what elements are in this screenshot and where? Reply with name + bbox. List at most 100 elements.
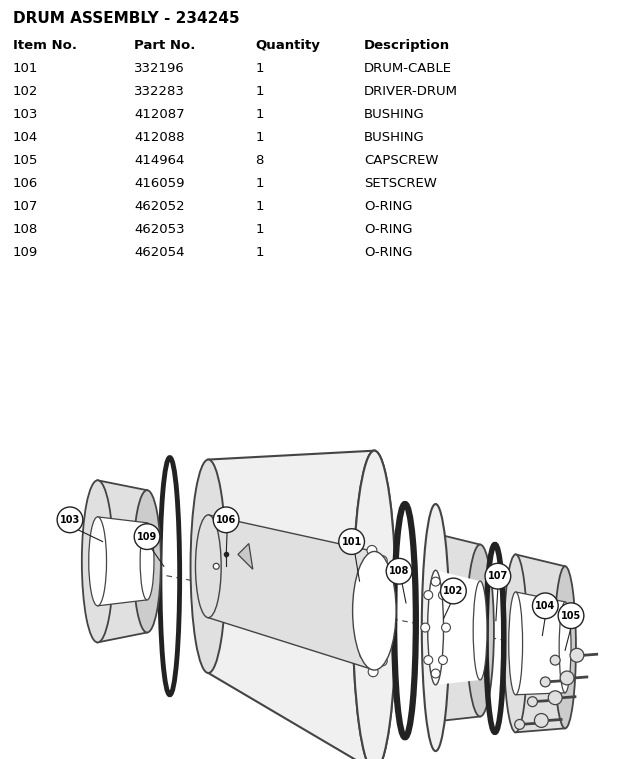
Circle shape [378,656,387,666]
Text: 106: 106 [13,177,38,190]
Ellipse shape [89,517,107,606]
Circle shape [442,623,450,632]
Circle shape [440,578,466,604]
Circle shape [548,691,562,704]
Circle shape [431,577,440,586]
Polygon shape [208,515,374,670]
Polygon shape [98,517,147,606]
Circle shape [424,591,433,600]
Text: 102: 102 [443,586,463,596]
Circle shape [532,593,558,619]
Text: 462053: 462053 [134,222,185,236]
Text: BUSHING: BUSHING [364,108,425,121]
Polygon shape [516,592,565,694]
Text: BUSHING: BUSHING [364,131,425,143]
Text: Part No.: Part No. [134,39,196,52]
Circle shape [514,720,525,729]
Circle shape [367,546,377,556]
Text: 108: 108 [389,566,409,576]
Polygon shape [516,554,565,732]
Circle shape [421,623,429,632]
Circle shape [360,649,369,659]
Text: 1: 1 [256,108,264,121]
Polygon shape [208,451,374,759]
Circle shape [558,603,584,628]
Ellipse shape [360,552,389,670]
Circle shape [57,507,83,533]
Circle shape [213,563,219,569]
Polygon shape [436,534,480,722]
Text: 101: 101 [13,61,38,75]
Text: 414964: 414964 [134,154,185,167]
Text: 332196: 332196 [134,61,185,75]
Circle shape [368,667,378,677]
Text: 412088: 412088 [134,131,185,143]
Circle shape [357,575,367,585]
Ellipse shape [353,552,396,670]
Text: CAPSCREW: CAPSCREW [364,154,439,167]
Ellipse shape [133,490,161,632]
Text: 462054: 462054 [134,246,185,259]
Text: 107: 107 [488,572,508,581]
Text: 416059: 416059 [134,177,185,190]
Ellipse shape [353,451,396,759]
Text: 108: 108 [13,222,38,236]
Circle shape [339,529,364,554]
Ellipse shape [140,523,154,600]
Polygon shape [98,480,147,642]
Circle shape [438,656,447,664]
Ellipse shape [422,504,449,751]
Text: 103: 103 [60,515,80,524]
Ellipse shape [466,544,494,716]
Ellipse shape [190,459,226,673]
Ellipse shape [504,554,528,732]
Ellipse shape [554,566,576,729]
Circle shape [213,507,239,533]
Text: O-RING: O-RING [364,200,413,213]
Text: 8: 8 [256,154,264,167]
Circle shape [550,655,560,665]
Ellipse shape [509,592,523,694]
Text: Item No.: Item No. [13,39,77,52]
Polygon shape [436,570,480,685]
Text: 104: 104 [13,131,38,143]
Circle shape [485,563,511,589]
Circle shape [386,559,412,584]
Polygon shape [238,543,253,569]
Text: DRIVER-DRUM: DRIVER-DRUM [364,85,458,98]
Text: 332283: 332283 [134,85,185,98]
Text: Quantity: Quantity [256,39,321,52]
Text: 103: 103 [13,108,38,121]
Text: 1: 1 [256,61,264,75]
Ellipse shape [82,480,114,642]
Circle shape [438,591,447,600]
Text: O-RING: O-RING [364,246,413,259]
Circle shape [528,697,537,707]
Text: 462052: 462052 [134,200,185,213]
Text: 105: 105 [561,611,581,621]
Circle shape [431,669,440,678]
Text: SETSCREW: SETSCREW [364,177,437,190]
Circle shape [560,671,574,685]
Text: 1: 1 [256,200,264,213]
Ellipse shape [353,451,396,759]
Text: 1: 1 [256,222,264,236]
Text: 109: 109 [137,531,157,542]
Text: Description: Description [364,39,450,52]
Text: 109: 109 [13,246,38,259]
Ellipse shape [427,570,443,685]
Text: 102: 102 [13,85,38,98]
Circle shape [534,713,548,727]
Text: 1: 1 [256,131,264,143]
Text: 104: 104 [535,601,555,611]
Text: 101: 101 [341,537,362,546]
Text: 412087: 412087 [134,108,185,121]
Text: DRUM-CABLE: DRUM-CABLE [364,61,452,75]
Text: 1: 1 [256,85,264,98]
Circle shape [570,648,584,662]
Circle shape [424,656,433,664]
Circle shape [541,677,550,687]
Text: 1: 1 [256,177,264,190]
Text: 107: 107 [13,200,38,213]
Text: 1: 1 [256,246,264,259]
